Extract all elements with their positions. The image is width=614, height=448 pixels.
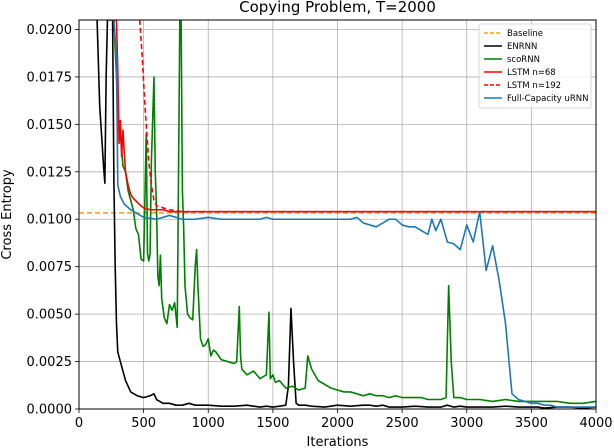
- legend-label: LSTM n=192: [507, 81, 561, 91]
- legend-label: ENRNN: [507, 42, 537, 52]
- legend: Baseline ENRNN scoRNN LSTM n=68 LSTM n=192 Fu…: [478, 23, 592, 109]
- x-tick-label: 1500: [256, 416, 289, 431]
- legend-label: LSTM n=68: [507, 68, 556, 78]
- x-tick-label: 2500: [386, 416, 419, 431]
- chart-title: Copying Problem, T=2000: [239, 0, 436, 16]
- y-tick-label: 0.0150: [27, 118, 73, 133]
- x-tick-label: 3000: [450, 416, 483, 431]
- x-tick-label: 4000: [579, 416, 612, 431]
- y-tick-label: 0.0125: [27, 165, 73, 180]
- y-tick-label: 0.0000: [27, 403, 73, 418]
- x-tick-label: 0: [75, 416, 83, 431]
- axes: 0 500 1000 1500 2000 2500 3000 3500 4000 0.0000 0.…: [27, 23, 613, 431]
- series-lines: [79, 20, 596, 409]
- y-tick-label: 0.0200: [27, 23, 73, 38]
- x-tick-label: 1000: [192, 416, 225, 431]
- x-tick-label: 2000: [321, 416, 354, 431]
- x-tick-label: 3500: [515, 416, 548, 431]
- y-tick-label: 0.0050: [27, 308, 73, 323]
- legend-label: scoRNN: [507, 55, 540, 65]
- x-tick-label: 500: [131, 416, 156, 431]
- legend-label: Baseline: [507, 29, 543, 39]
- series-line-lstm-n-192: [138, 20, 596, 213]
- x-axis-title: Iterations: [307, 435, 369, 448]
- legend-box: [478, 23, 592, 109]
- y-tick-label: 0.0100: [27, 213, 73, 228]
- series-line-scornn: [111, 20, 596, 405]
- y-tick-label: 0.0025: [27, 355, 73, 370]
- y-axis-title: Cross Entropy: [0, 169, 15, 260]
- series-line-full-capacity-urnn: [111, 20, 596, 408]
- legend-label: Full-Capacity uRNN: [507, 94, 588, 104]
- series-line-enrnn: [96, 20, 596, 409]
- y-tick-label: 0.0075: [27, 260, 73, 275]
- y-tick-label: 0.0175: [27, 70, 73, 85]
